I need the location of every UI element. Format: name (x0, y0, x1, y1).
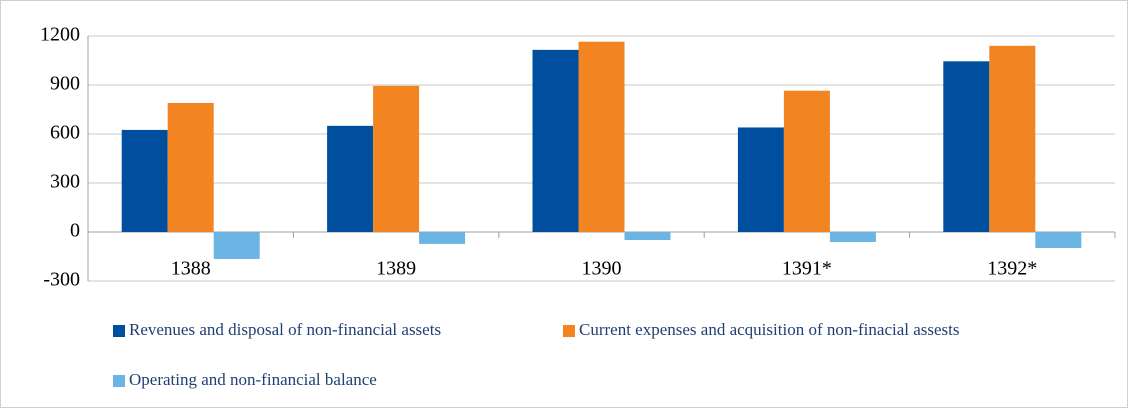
bar (167, 102, 214, 232)
bar (532, 49, 579, 233)
bar (783, 90, 830, 232)
bar (121, 129, 168, 232)
y-tick-label: 600 (50, 122, 80, 144)
legend-label: Revenues and disposal of non-financial a… (129, 320, 441, 339)
bar (624, 232, 671, 241)
legend-label: Operating and non-financial balance (129, 370, 377, 389)
legend-label: Current expenses and acquisition of non-… (579, 320, 960, 339)
x-tick-label: 1388 (171, 258, 211, 280)
bar (737, 127, 784, 232)
x-tick-label: 1392* (987, 258, 1037, 280)
legend-swatch (563, 325, 575, 337)
bar (829, 232, 876, 242)
bar (419, 232, 466, 244)
bar (327, 125, 374, 232)
y-tick-label: 900 (50, 73, 80, 95)
x-tick-label: 1390 (582, 258, 622, 280)
y-tick-label: -300 (43, 269, 80, 291)
bar (213, 232, 260, 259)
x-tick-label: 1391* (782, 258, 832, 280)
legend-swatch (113, 325, 125, 337)
y-tick-label: 300 (50, 171, 80, 193)
bar (373, 85, 420, 232)
y-tick-label: 0 (70, 220, 80, 242)
bar (578, 41, 625, 232)
legend-swatch (113, 375, 125, 387)
bar (943, 61, 990, 232)
x-tick-label: 1389 (376, 258, 416, 280)
bar (989, 45, 1036, 232)
bar (1035, 232, 1082, 249)
y-tick-label: 1200 (40, 24, 80, 46)
